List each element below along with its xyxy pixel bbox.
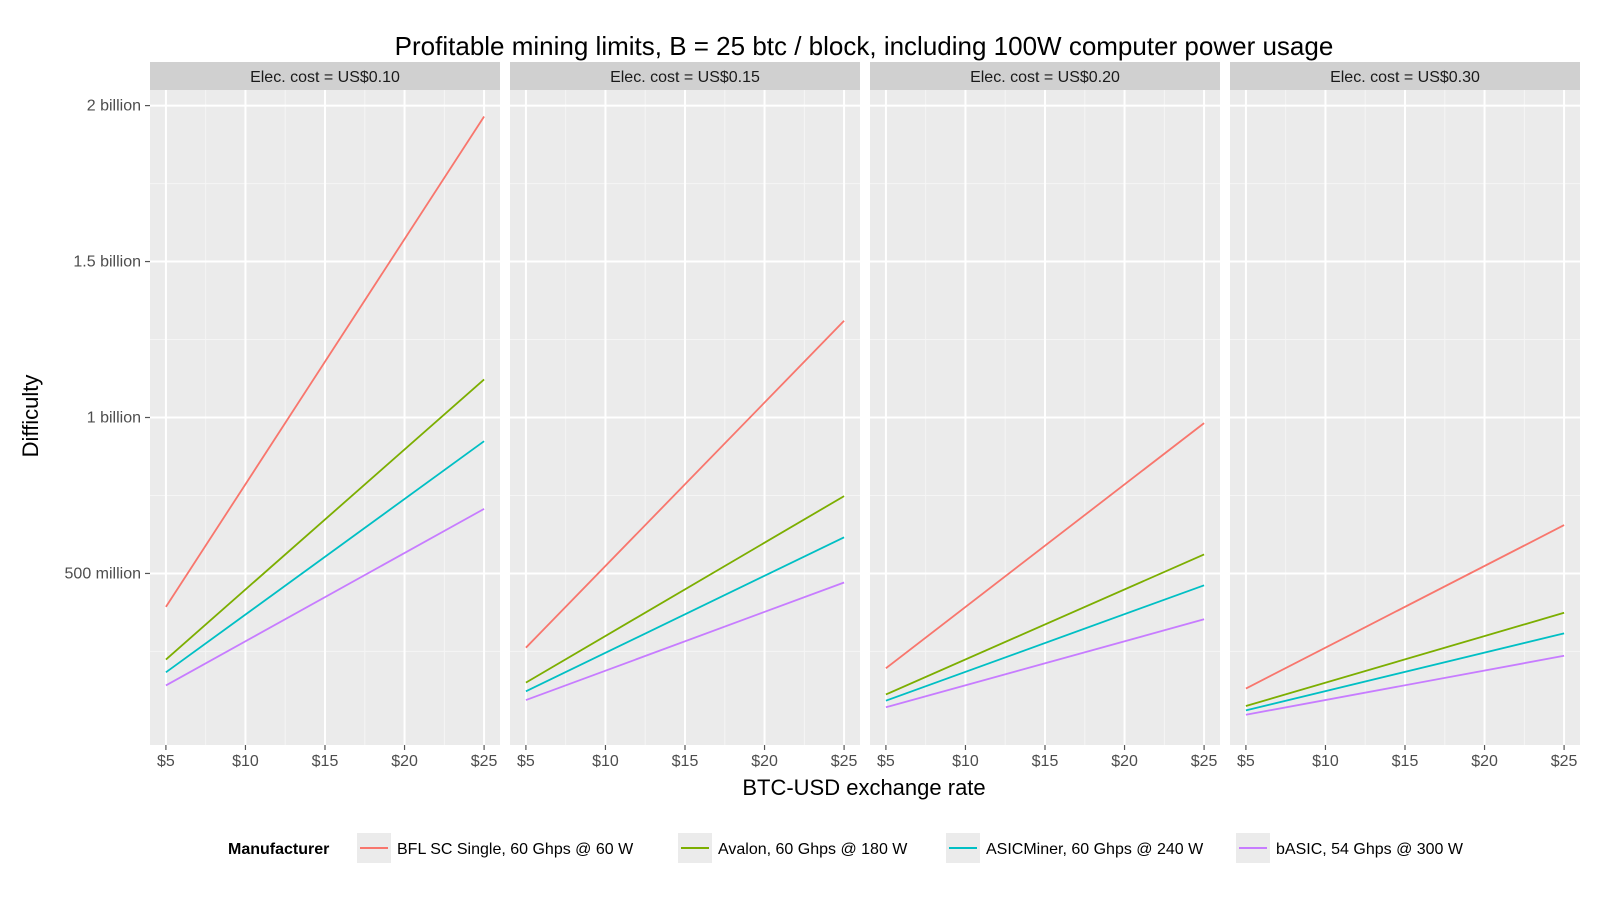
series-line: [165, 508, 485, 687]
series-line: [1245, 632, 1565, 712]
legend-item: bASIC, 54 Ghps @ 300 W: [1236, 833, 1464, 863]
x-tick-label: $15: [1032, 753, 1059, 770]
series-line: [885, 584, 1205, 702]
x-tick-label: $5: [877, 753, 895, 770]
x-tick-label: $10: [592, 753, 619, 770]
x-tick-label: $20: [751, 753, 778, 770]
series-line: [885, 553, 1205, 696]
series-line: [885, 422, 1205, 669]
y-tick-label: 2 billion: [87, 98, 141, 115]
x-tick-label: $20: [1471, 753, 1498, 770]
x-tick-label: $25: [831, 753, 858, 770]
facet-strip: [510, 62, 860, 90]
x-tick-label: $5: [157, 753, 175, 770]
x-tick-label: $25: [471, 753, 498, 770]
x-tick-label: $20: [1111, 753, 1138, 770]
facet-strip-label: Elec. cost = US$0.15: [610, 69, 760, 86]
y-axis-title: Difficulty: [18, 375, 43, 458]
series-line: [1245, 654, 1565, 716]
legend-item: BFL SC Single, 60 Ghps @ 60 W: [357, 833, 634, 863]
series-line: [885, 618, 1205, 709]
series-line: [525, 536, 845, 693]
series-line: [525, 495, 845, 684]
facet-strip: [1230, 62, 1580, 90]
x-tick-label: $15: [312, 753, 339, 770]
x-tick-label: $10: [1312, 753, 1339, 770]
x-tick-label: $15: [672, 753, 699, 770]
legend: Manufacturer BFL SC Single, 60 Ghps @ 60 …: [228, 833, 1464, 863]
legend-label: BFL SC Single, 60 Ghps @ 60 W: [397, 841, 634, 858]
series-line: [165, 440, 485, 674]
x-tick-label: $10: [232, 753, 259, 770]
facet-strip-label: Elec. cost = US$0.30: [1330, 69, 1480, 86]
facet-strip-label: Elec. cost = US$0.20: [970, 69, 1120, 86]
x-tick-label: $20: [391, 753, 418, 770]
facet-panels: Elec. cost = US$0.10$5 $10 $15 $20 $25Elec. …: [150, 62, 1580, 770]
legend-title: Manufacturer: [228, 841, 329, 858]
series-line: [165, 116, 485, 608]
legend-label: ASICMiner, 60 Ghps @ 240 W: [986, 841, 1204, 858]
x-axis-title: BTC-USD exchange rate: [742, 775, 985, 800]
facet-panel: Elec. cost = US$0.15 $5 $10 $15 $20 $25: [510, 62, 860, 770]
x-tick-label: $15: [1392, 753, 1419, 770]
series-line: [525, 320, 845, 649]
legend-item: Avalon, 60 Ghps @ 180 W: [678, 833, 908, 863]
x-tick-label: $25: [1191, 753, 1218, 770]
series-line: [525, 581, 845, 701]
x-tick-label: $25: [1551, 753, 1578, 770]
x-tick-label: $5: [1237, 753, 1255, 770]
facet-strip-label: Elec. cost = US$0.10: [250, 69, 400, 86]
y-tick-label: 500 million: [65, 565, 141, 582]
legend-label: bASIC, 54 Ghps @ 300 W: [1276, 841, 1464, 858]
x-tick-label: $5: [517, 753, 535, 770]
facet-strip: [150, 62, 500, 90]
series-line: [165, 378, 485, 661]
x-tick-label: $10: [952, 753, 979, 770]
legend-label: Avalon, 60 Ghps @ 180 W: [718, 841, 908, 858]
facet-strip: [870, 62, 1220, 90]
y-tick-label: 1.5 billion: [73, 254, 141, 271]
facet-panel: Elec. cost = US$0.10 $5 $10 $15 $20 $25: [150, 62, 500, 770]
series-line: [1245, 611, 1565, 707]
chart-title: Profitable mining limits, B = 25 btc / b…: [395, 31, 1334, 61]
legend-item: ASICMiner, 60 Ghps @ 240 W: [946, 833, 1204, 863]
facet-panel: Elec. cost = US$0.30 $5 $10 $15 $20 $25: [1230, 62, 1580, 770]
y-tick-label: 1 billion: [87, 410, 141, 427]
facet-panel: Elec. cost = US$0.20 $5 $10 $15 $20 $25: [870, 62, 1220, 770]
y-axis: 500 million 1 billion 1.5 billion 2 billion: [65, 98, 150, 582]
series-line: [1245, 524, 1565, 690]
